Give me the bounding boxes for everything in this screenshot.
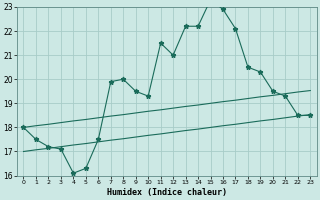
X-axis label: Humidex (Indice chaleur): Humidex (Indice chaleur)	[107, 188, 227, 197]
